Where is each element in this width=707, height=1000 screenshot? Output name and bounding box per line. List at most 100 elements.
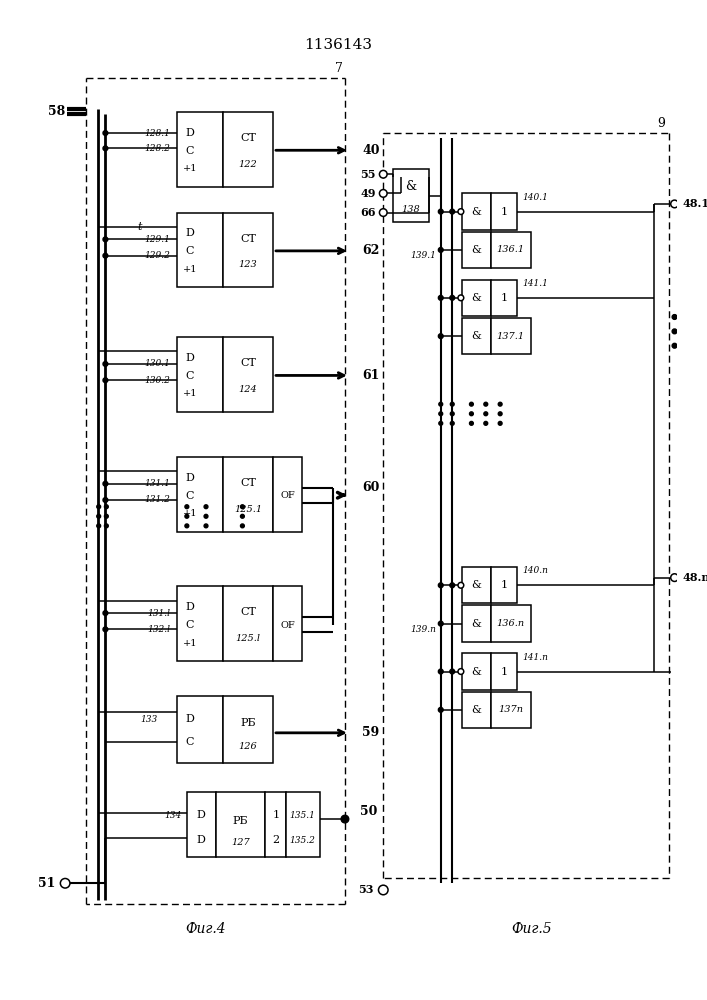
Text: 1: 1 — [501, 207, 508, 217]
Text: C: C — [185, 371, 194, 381]
Text: 59: 59 — [362, 726, 380, 739]
Text: 127: 127 — [231, 838, 250, 847]
Text: РБ: РБ — [233, 816, 248, 826]
Circle shape — [378, 885, 388, 895]
Text: +1: +1 — [182, 389, 197, 398]
Text: 128.2: 128.2 — [145, 144, 170, 153]
Text: 135.2: 135.2 — [290, 836, 316, 845]
Text: &: & — [472, 619, 481, 629]
Text: 131.2: 131.2 — [145, 495, 170, 504]
Circle shape — [469, 412, 473, 416]
Text: OF: OF — [280, 621, 295, 630]
Bar — [223, 696, 273, 763]
Circle shape — [469, 421, 473, 425]
Text: 2: 2 — [272, 835, 279, 845]
Text: 140.n: 140.n — [522, 566, 548, 575]
Bar — [286, 792, 320, 857]
Text: 66: 66 — [360, 207, 375, 218]
Circle shape — [438, 334, 443, 339]
Text: 40: 40 — [362, 144, 380, 157]
Circle shape — [484, 412, 488, 416]
Circle shape — [240, 514, 245, 518]
Text: 1: 1 — [501, 293, 508, 303]
Circle shape — [380, 190, 387, 197]
Circle shape — [103, 237, 107, 242]
Text: C: C — [185, 146, 194, 156]
Text: 131.l: 131.l — [148, 609, 170, 618]
Bar — [265, 792, 286, 857]
Text: &: & — [406, 180, 416, 193]
Circle shape — [204, 505, 208, 509]
Text: CT: CT — [240, 133, 256, 143]
Circle shape — [105, 524, 108, 528]
Circle shape — [450, 583, 455, 588]
Text: &: & — [472, 245, 481, 255]
Bar — [177, 696, 223, 763]
Bar — [491, 605, 531, 642]
Text: 61: 61 — [362, 369, 380, 382]
Bar — [273, 586, 302, 661]
Circle shape — [185, 514, 189, 518]
Text: D: D — [185, 228, 194, 238]
Bar — [491, 692, 531, 728]
Circle shape — [450, 295, 455, 300]
Bar — [393, 169, 429, 222]
Circle shape — [498, 412, 502, 416]
Text: 51: 51 — [38, 877, 56, 890]
Text: 125.1: 125.1 — [234, 505, 262, 514]
Text: C: C — [185, 737, 194, 747]
Text: +1: +1 — [182, 509, 197, 518]
Text: 126: 126 — [239, 742, 257, 751]
Bar — [177, 457, 223, 532]
Bar — [187, 792, 216, 857]
Text: 124: 124 — [239, 385, 257, 394]
Text: 123: 123 — [239, 260, 257, 269]
Circle shape — [450, 669, 455, 674]
Text: C: C — [185, 491, 194, 501]
Circle shape — [103, 481, 107, 486]
Circle shape — [458, 582, 464, 588]
Text: D: D — [185, 602, 194, 612]
Text: D: D — [197, 835, 206, 845]
Circle shape — [185, 524, 189, 528]
Text: 137n: 137n — [498, 705, 523, 714]
Text: &: & — [472, 207, 481, 217]
Bar — [223, 457, 273, 532]
Text: 141.n: 141.n — [522, 653, 548, 662]
Circle shape — [439, 421, 443, 425]
Text: 138: 138 — [402, 205, 421, 214]
Circle shape — [450, 421, 454, 425]
Text: РБ: РБ — [240, 718, 256, 728]
Text: 133: 133 — [141, 715, 158, 724]
Text: 48.1: 48.1 — [682, 198, 707, 209]
Text: CT: CT — [240, 478, 256, 488]
Circle shape — [105, 514, 108, 518]
Circle shape — [97, 505, 100, 509]
Circle shape — [438, 621, 443, 626]
Text: &: & — [472, 580, 481, 590]
Text: &: & — [472, 705, 481, 715]
Circle shape — [438, 295, 443, 300]
Circle shape — [185, 505, 189, 509]
Bar — [177, 586, 223, 661]
Text: 129.1: 129.1 — [145, 235, 170, 244]
Text: +1: +1 — [182, 265, 197, 274]
Circle shape — [458, 209, 464, 214]
Text: t: t — [137, 222, 142, 232]
Circle shape — [60, 878, 70, 888]
Circle shape — [458, 669, 464, 674]
Text: 53: 53 — [358, 884, 374, 895]
Text: 122: 122 — [239, 160, 257, 169]
Text: 137.1: 137.1 — [496, 332, 525, 341]
Circle shape — [458, 295, 464, 301]
Text: 125.l: 125.l — [235, 634, 261, 643]
Text: 49: 49 — [360, 188, 375, 199]
Circle shape — [672, 315, 677, 319]
Text: D: D — [185, 128, 194, 138]
Bar — [462, 692, 491, 728]
Circle shape — [671, 574, 679, 581]
Bar — [491, 232, 531, 268]
Text: 140.1: 140.1 — [522, 193, 548, 202]
Text: +1: +1 — [182, 164, 197, 173]
Bar — [462, 193, 491, 230]
